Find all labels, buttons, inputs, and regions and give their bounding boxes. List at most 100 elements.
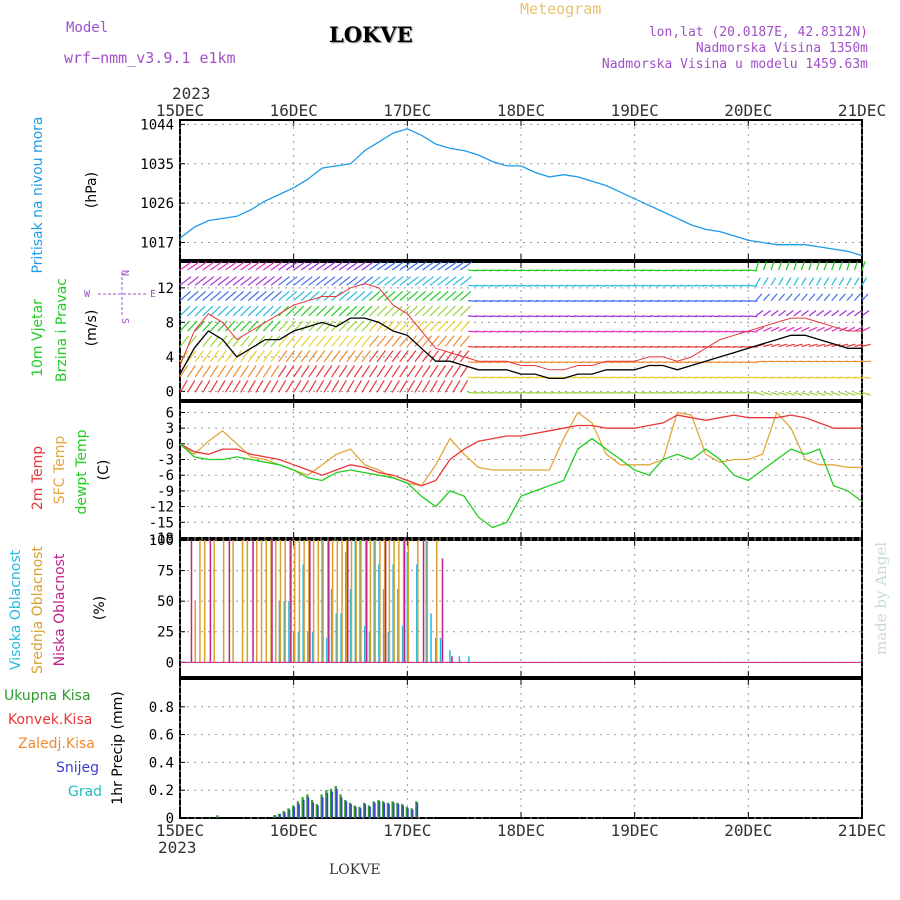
wind-barb: [770, 261, 775, 271]
wind-barb: [323, 350, 333, 363]
wind-barb: [649, 391, 659, 394]
wind-barb: [429, 365, 439, 378]
wind-barb: [566, 269, 576, 272]
wind-barb: [361, 305, 373, 317]
wind-barb: [255, 365, 265, 378]
wind-barb: [217, 350, 227, 363]
wind-barb: [740, 315, 750, 318]
wind-barb: [437, 335, 448, 347]
wind-barb: [846, 360, 856, 363]
wind-barb: [793, 277, 799, 286]
wind-barb: [376, 365, 386, 378]
wind-barb: [376, 320, 388, 332]
model-label: Model: [66, 20, 109, 36]
wind-barb: [528, 284, 538, 287]
wind-barb: [444, 290, 457, 302]
wind-barb: [483, 376, 493, 379]
wind-barb: [270, 320, 281, 332]
wind-barb: [316, 261, 329, 271]
wind-barb: [384, 261, 397, 271]
wind-barb: [187, 276, 199, 286]
wind-barb: [414, 290, 426, 302]
wind-barb: [664, 391, 674, 394]
wind-barb: [467, 300, 477, 302]
wind-barb: [740, 361, 750, 364]
wind-barb: [808, 391, 818, 396]
wind-barb: [315, 305, 327, 317]
wind-barb: [619, 361, 629, 364]
wind-barb: [300, 276, 313, 286]
wind-barb: [308, 276, 321, 286]
wind-barb: [801, 360, 811, 363]
y-tick-label: 3: [166, 421, 174, 437]
wind-barb: [566, 361, 576, 364]
wind-barb: [194, 276, 207, 286]
wind-barb: [513, 345, 523, 348]
wind-barb: [498, 330, 508, 333]
wind-barb: [293, 350, 303, 363]
wind-barb: [604, 269, 614, 272]
wind-barb: [680, 284, 690, 287]
wind-barb: [657, 284, 667, 287]
wind-barb: [611, 330, 621, 333]
y-tick-label: 1026: [140, 196, 174, 212]
wind-barb: [179, 335, 190, 347]
wind-barb: [224, 380, 234, 393]
wind-barb: [323, 276, 336, 286]
wind-barb: [399, 290, 411, 302]
wind-barb: [452, 320, 463, 332]
wind-barb: [338, 305, 350, 317]
y-tick-label: 0.4: [149, 755, 174, 771]
wind-barb: [232, 365, 242, 378]
snow-bar: [416, 802, 419, 818]
wind-barb: [444, 305, 456, 317]
wind-barb: [634, 330, 644, 333]
wind-barb: [316, 276, 328, 286]
wind-barb: [308, 335, 319, 347]
wind-barb: [551, 300, 561, 302]
snow-bar: [331, 791, 333, 818]
wind-barb: [725, 330, 735, 333]
wind-barb: [483, 361, 493, 364]
wind-barb: [717, 391, 728, 394]
wind-barb: [680, 315, 690, 318]
wind-barb: [687, 391, 697, 394]
snow-bar: [407, 808, 409, 818]
wind-barb: [368, 365, 378, 378]
wind-barb: [627, 269, 637, 272]
wind-barb: [429, 305, 441, 317]
wind-barb: [642, 269, 652, 272]
wind-barb: [179, 380, 188, 393]
wind-barb: [285, 290, 298, 302]
snow-bar: [364, 804, 367, 818]
wind-barb: [414, 335, 425, 347]
wind-barb: [778, 310, 787, 317]
wind-barb: [293, 320, 304, 332]
wind-barb: [187, 380, 196, 393]
wind-barb: [331, 350, 341, 363]
wind-barb: [573, 391, 584, 394]
wind-barb: [763, 360, 773, 363]
wind-barb: [414, 305, 426, 317]
wind-barb: [680, 361, 690, 364]
wind-barb: [748, 330, 758, 333]
wind-barb: [854, 376, 864, 379]
wind-barb: [573, 315, 584, 318]
wind-barb: [490, 361, 500, 364]
wind-barb: [467, 284, 477, 287]
wind-barb: [551, 269, 561, 272]
wind-barb: [202, 350, 212, 363]
wind-barb: [225, 320, 236, 332]
wind-barb: [785, 293, 793, 301]
wind-barb: [209, 261, 223, 271]
cloud-low-axis-title: Niska Oblacnost: [52, 553, 68, 666]
y-tick-label: 1044: [140, 117, 174, 133]
wind-barb: [361, 261, 374, 271]
wind-barb: [710, 391, 720, 394]
x-tick-label-top: 17DEC: [383, 101, 431, 120]
wind-barb: [247, 305, 259, 317]
wind-barb: [293, 305, 305, 317]
wind-barb: [353, 290, 366, 302]
wind-barb: [740, 391, 750, 394]
wind-barb: [520, 269, 531, 272]
